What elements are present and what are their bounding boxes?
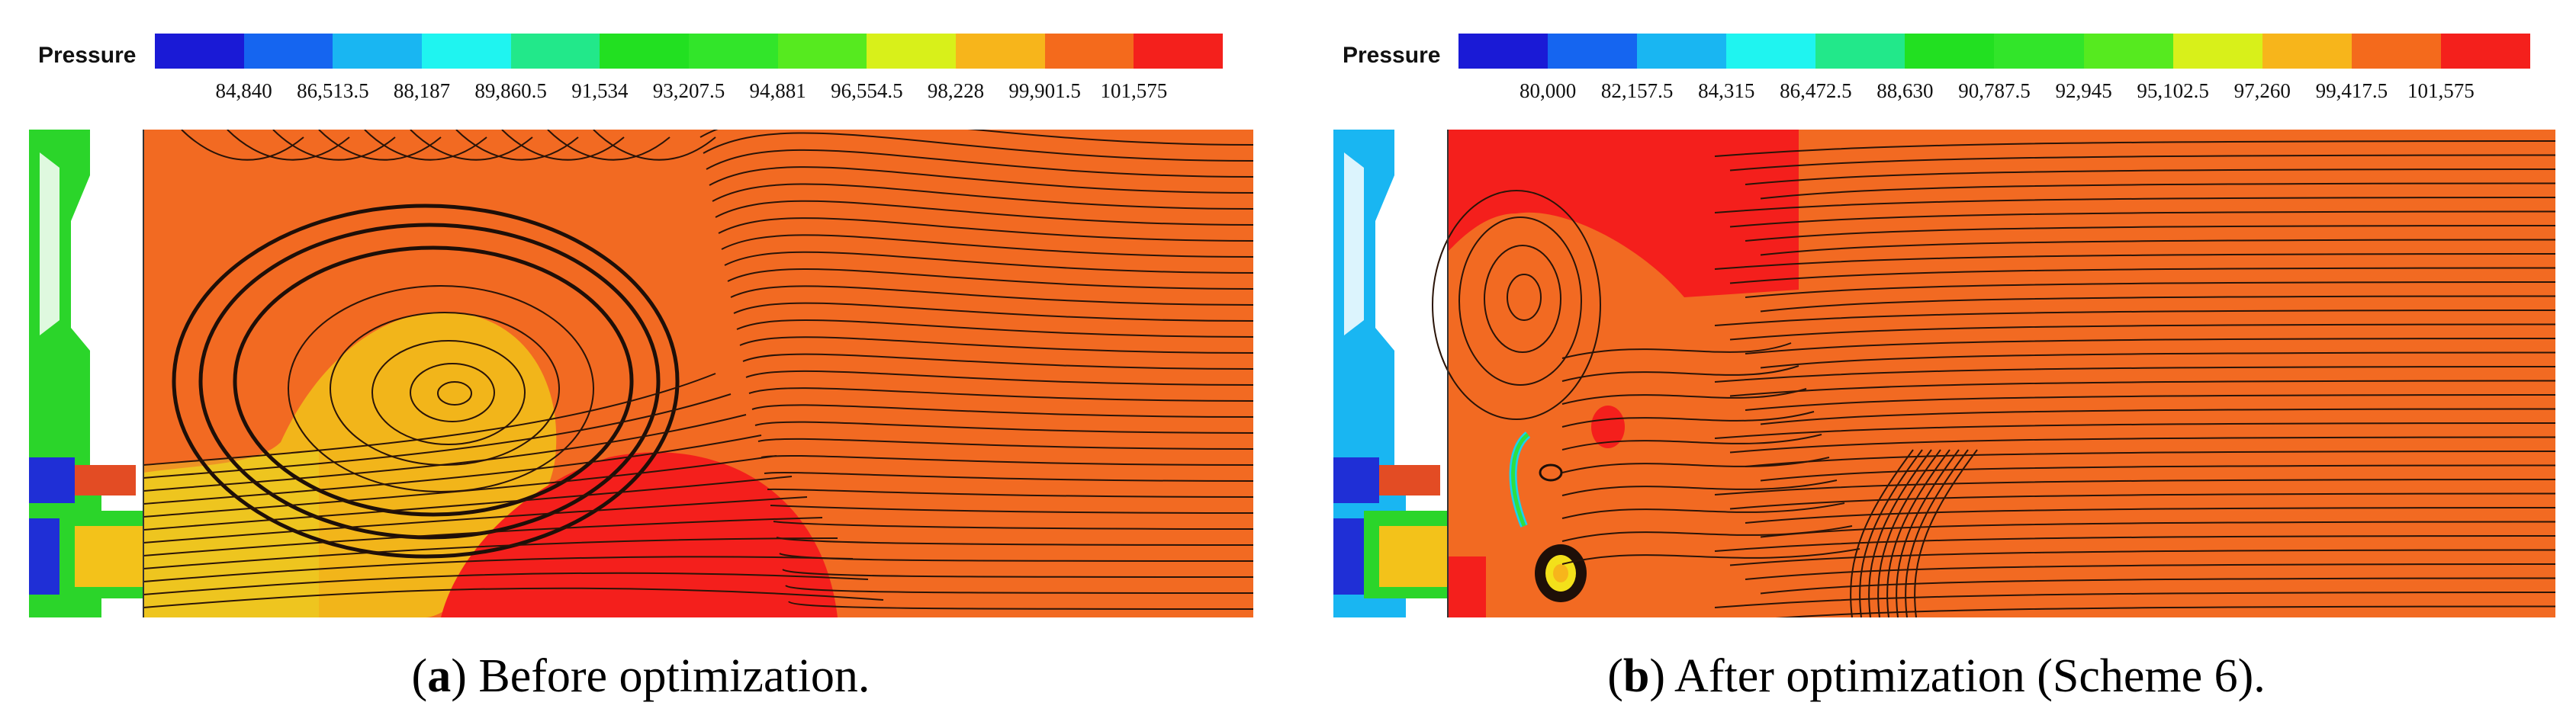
streamlines	[1561, 140, 2555, 617]
legend-label: Pressure	[1343, 43, 1441, 68]
vortex	[172, 204, 680, 559]
colorbar-tick-label: 84,840	[215, 79, 272, 102]
pressure-colorbar	[155, 34, 1224, 69]
colorbar-tick-label: 95,102.5	[2137, 79, 2209, 102]
colorbar-tick-label: 90,787.5	[1958, 79, 2031, 102]
colorbar-swatch	[2262, 34, 2352, 69]
vortex-small	[1535, 463, 1587, 602]
colorbar-swatch	[1637, 34, 1727, 69]
colorbar-tick-label: 97,260	[2233, 79, 2291, 102]
colorbar-swatch	[510, 34, 600, 69]
colorbar-ticks: 80,000 82,157.5 84,315 86,472.5 88,630 90,787…	[1458, 79, 2530, 110]
colorbar-tick-label: 101,575	[2407, 79, 2475, 102]
streamline-contour-plot	[29, 130, 1253, 617]
high-pressure-zone	[1448, 130, 1799, 297]
colorbar-swatch	[155, 34, 244, 69]
caption-letter: b	[1622, 650, 1650, 702]
colorbar-tick-label: 84,315	[1698, 79, 1755, 102]
colorbar-swatch	[333, 34, 423, 69]
colorbar-tick-label: 101,575	[1100, 79, 1168, 102]
colorbar-tick-label: 89,860.5	[474, 79, 547, 102]
colorbar-swatch	[1726, 34, 1816, 69]
colorbar-tick-label: 88,187	[393, 79, 451, 102]
inlet-geometry	[1333, 130, 1448, 617]
caption-text: ) After optimization (Scheme 6).	[1649, 650, 2266, 702]
panel-before-optimization: Pressure 84,840 86,513.5 88,187 89,860.5 91,…	[0, 0, 1282, 728]
colorbar-tick-label: 86,472.5	[1780, 79, 1852, 102]
colorbar-tick-label: 92,945	[2055, 79, 2112, 102]
colorbar-swatch	[2172, 34, 2262, 69]
colorbar-swatch	[956, 34, 1045, 69]
colorbar-tick-label: 80,000	[1519, 79, 1577, 102]
colorbar-swatch	[1134, 34, 1224, 69]
vortex	[1432, 190, 1601, 420]
colorbar-swatch	[689, 34, 778, 69]
colorbar-tick-label: 91,534	[571, 79, 629, 102]
caption-text: ) Before optimization.	[451, 650, 870, 702]
pressure-colorbar	[1458, 34, 2530, 69]
colorbar-swatch	[1458, 34, 1548, 69]
colorbar-swatch	[243, 34, 333, 69]
streamline-contour-plot	[1333, 130, 2555, 617]
colorbar-ticks: 84,840 86,513.5 88,187 89,860.5 91,534 93,207…	[155, 79, 1223, 110]
legend-label: Pressure	[38, 43, 137, 68]
colorbar-swatch	[1815, 34, 1905, 69]
colorbar-tick-label: 98,228	[927, 79, 985, 102]
colorbar-swatch	[1905, 34, 1995, 69]
colorbar-swatch	[1548, 34, 1638, 69]
colorbar-swatch	[422, 34, 511, 69]
colorbar-swatch	[1994, 34, 2084, 69]
caption-a: (a) Before optimization.	[411, 650, 870, 702]
colorbar-tick-label: 99,417.5	[2315, 79, 2388, 102]
colorbar-swatch	[867, 34, 957, 69]
colorbar-swatch	[2351, 34, 2441, 69]
colorbar-tick-label: 99,901.5	[1008, 79, 1081, 102]
panel-after-optimization: Pressure 80,000 82,157.5 84,315 86,472.5 88,…	[1297, 0, 2576, 728]
colorbar-tick-label: 93,207.5	[652, 79, 725, 102]
colorbar-swatch	[1044, 34, 1134, 69]
streamlines	[143, 130, 1253, 610]
colorbar-tick-label: 88,630	[1877, 79, 1934, 102]
low-pressure-zone	[143, 312, 557, 617]
colorbar-tick-label: 82,157.5	[1600, 79, 1674, 102]
caption-b: (b) After optimization (Scheme 6).	[1607, 650, 2266, 702]
inlet-geometry	[29, 130, 143, 617]
colorbar-tick-label: 86,513.5	[297, 79, 369, 102]
colorbar-tick-label: 94,881	[749, 79, 806, 102]
colorbar-swatch	[2440, 34, 2530, 69]
colorbar-tick-label: 96,554.5	[831, 79, 903, 102]
colorbar-swatch	[600, 34, 690, 69]
colorbar-swatch	[777, 34, 867, 69]
colorbar-swatch	[2083, 34, 2173, 69]
caption-letter: a	[427, 650, 452, 702]
